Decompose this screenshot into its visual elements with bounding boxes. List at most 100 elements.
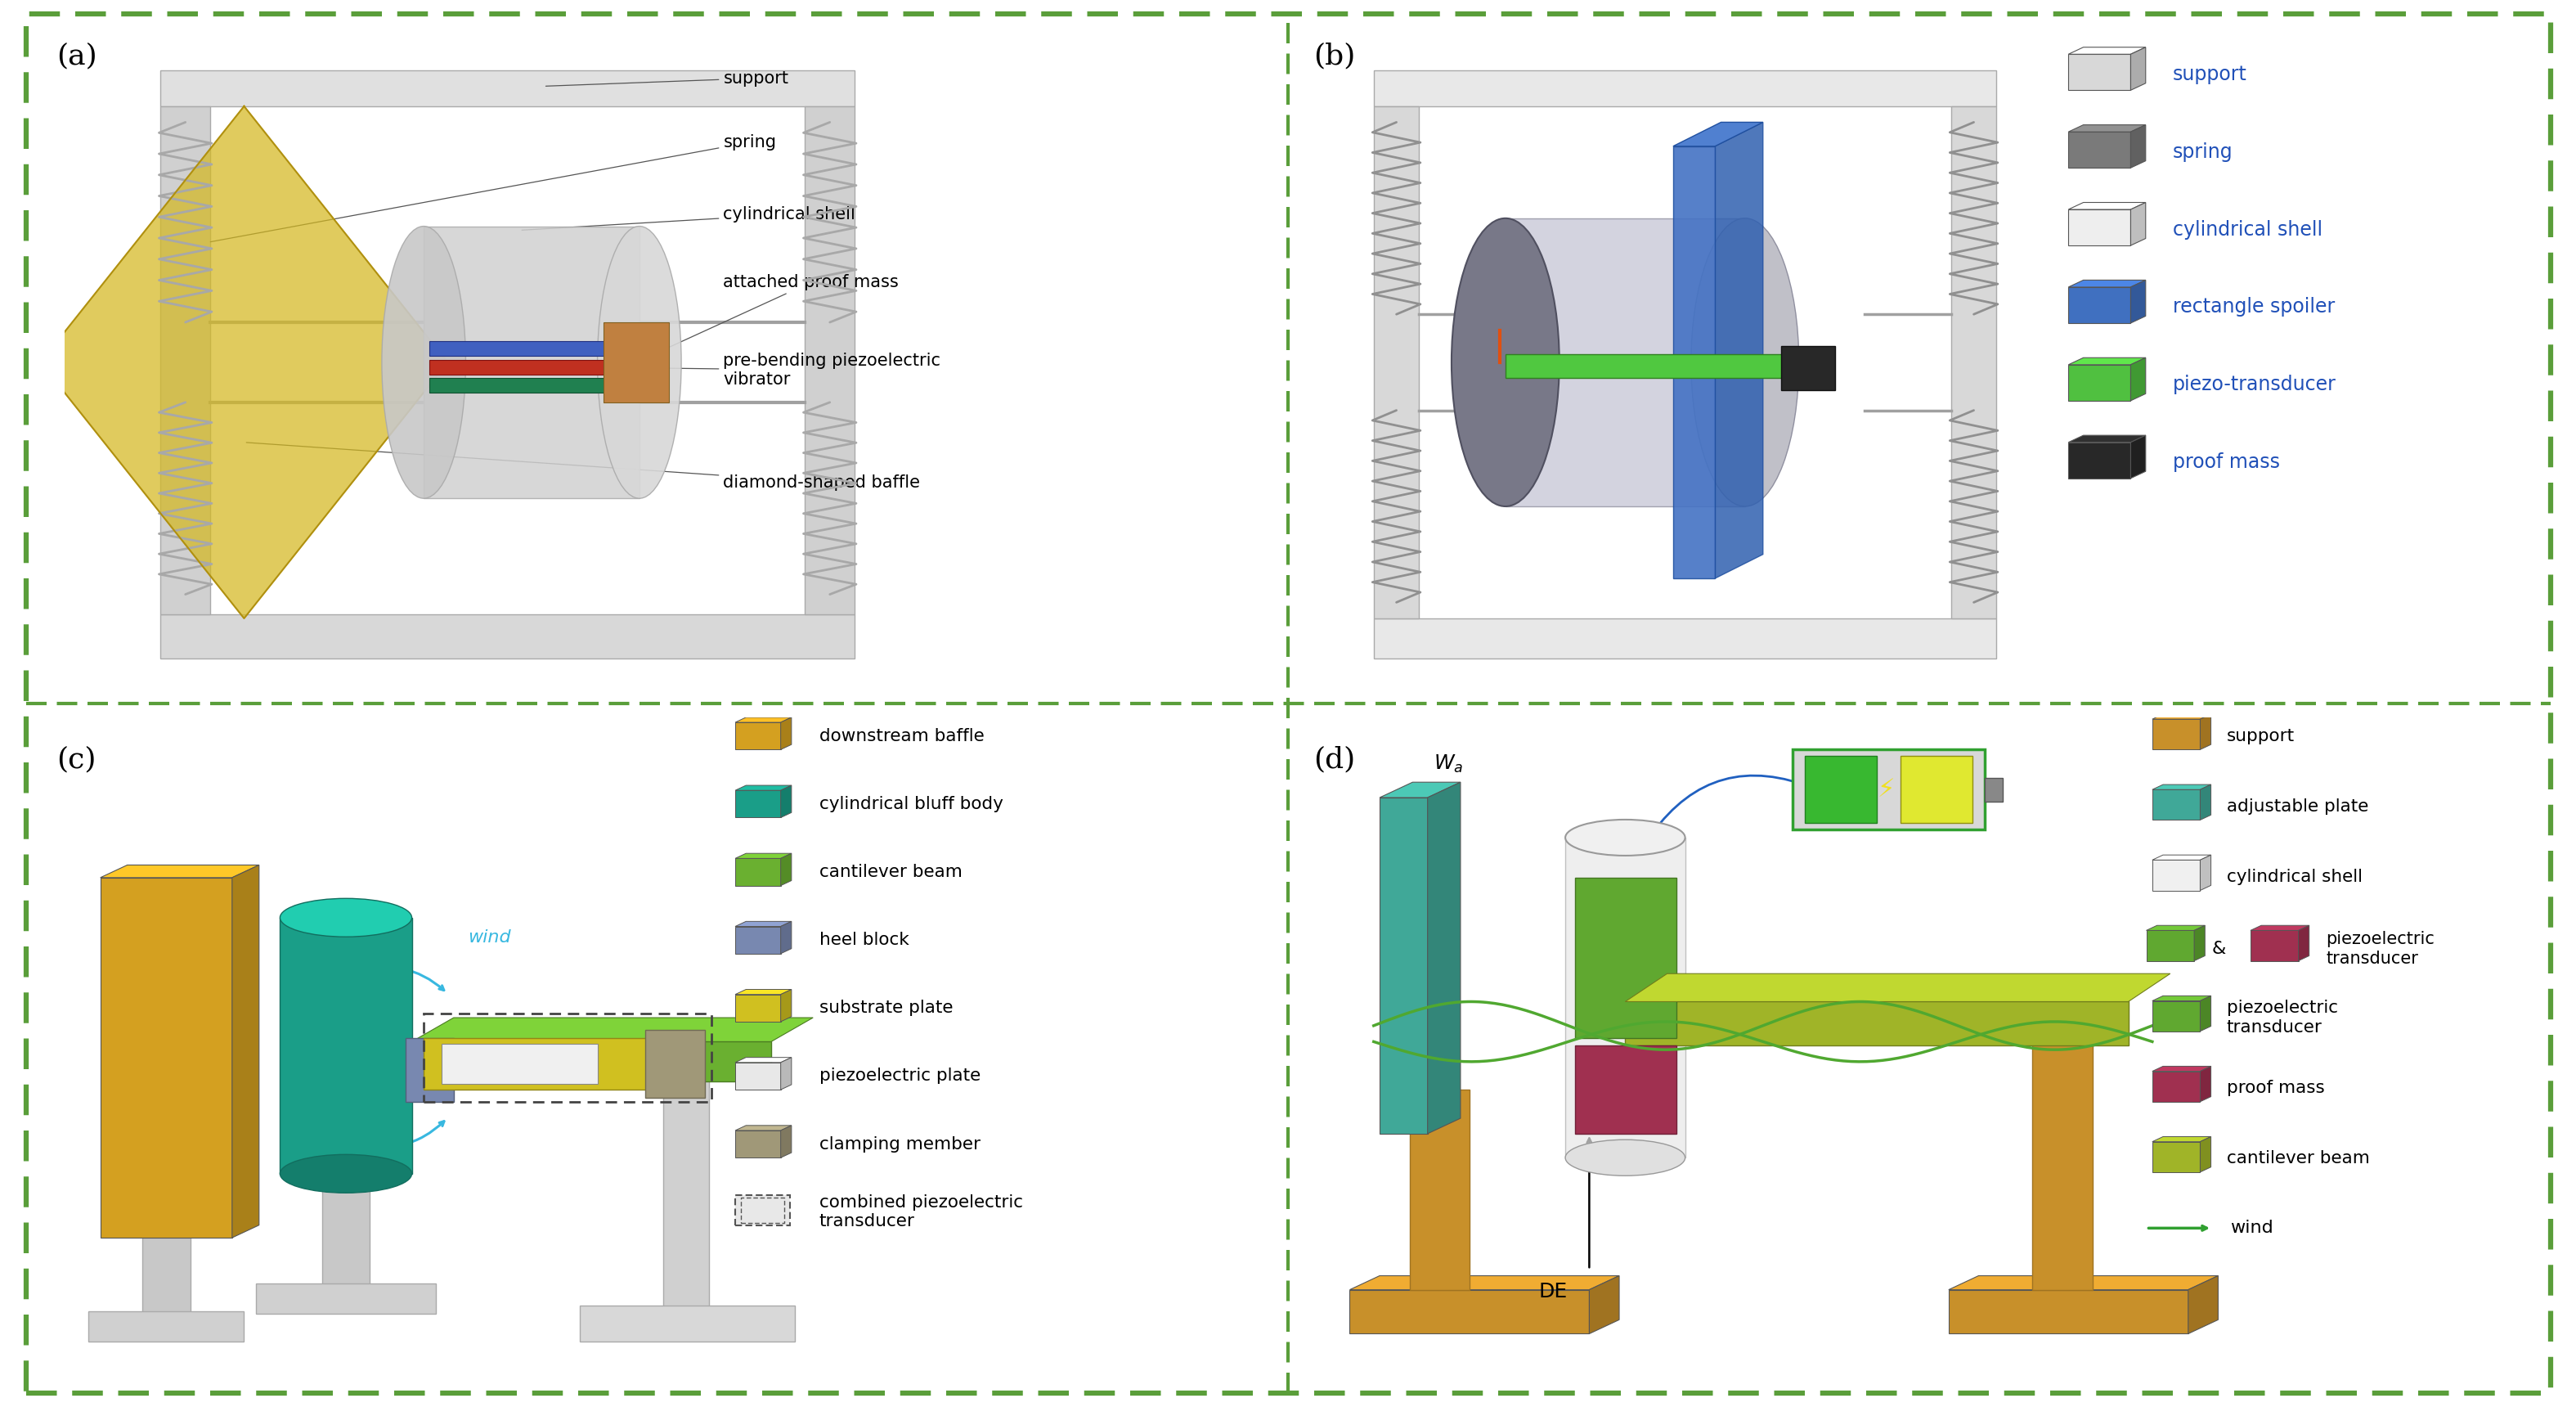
Text: ⚡: ⚡ [1878, 778, 1896, 802]
Polygon shape [781, 922, 791, 954]
Polygon shape [1589, 1276, 1620, 1334]
Bar [1901, 756, 1973, 823]
Ellipse shape [1450, 218, 1558, 507]
Polygon shape [2251, 926, 2308, 930]
Bar [440, 1044, 598, 1083]
Polygon shape [2200, 785, 2210, 820]
Polygon shape [781, 785, 791, 817]
Text: piezo-transducer: piezo-transducer [2172, 374, 2336, 394]
Text: cylindrical bluff body: cylindrical bluff body [819, 796, 1002, 812]
Polygon shape [1625, 974, 2169, 1002]
Polygon shape [1947, 1290, 2187, 1334]
Polygon shape [1350, 1276, 1620, 1290]
Bar [1409, 1089, 1468, 1290]
Polygon shape [2154, 1071, 2200, 1102]
Text: rectangle spoiler: rectangle spoiler [2172, 297, 2334, 317]
Polygon shape [734, 1130, 781, 1158]
Polygon shape [2130, 125, 2146, 167]
Text: DE: DE [1538, 1282, 1569, 1301]
Polygon shape [1674, 122, 1762, 146]
Polygon shape [734, 718, 791, 722]
Text: cylindrical shell: cylindrical shell [2172, 219, 2324, 239]
Bar [1674, 146, 1716, 578]
Polygon shape [2200, 1067, 2210, 1102]
Bar [804, 107, 855, 615]
Polygon shape [2154, 1137, 2210, 1141]
Polygon shape [2069, 357, 2146, 364]
Polygon shape [1350, 1290, 1589, 1334]
Bar [1625, 1002, 2128, 1045]
Polygon shape [734, 791, 781, 817]
Bar [1574, 878, 1677, 1038]
Text: clamping member: clamping member [819, 1135, 979, 1152]
Bar [412, 1041, 770, 1082]
Polygon shape [734, 854, 791, 858]
Bar [603, 322, 670, 402]
Polygon shape [2200, 715, 2210, 750]
Text: (a): (a) [57, 42, 98, 70]
Text: heel block: heel block [819, 931, 909, 948]
Bar [1566, 837, 1685, 1158]
Polygon shape [734, 922, 791, 926]
Polygon shape [2195, 926, 2205, 961]
Bar [734, 1196, 791, 1225]
Text: cantilever beam: cantilever beam [819, 864, 961, 881]
Bar [2032, 1006, 2092, 1290]
Text: wind: wind [2231, 1220, 2272, 1237]
Bar [430, 342, 634, 356]
Bar [425, 1038, 665, 1089]
Polygon shape [2200, 996, 2210, 1031]
Polygon shape [2069, 48, 2146, 55]
Polygon shape [2130, 48, 2146, 90]
Polygon shape [2130, 280, 2146, 324]
Bar [1780, 346, 1834, 390]
Bar [742, 1197, 783, 1223]
Polygon shape [100, 878, 232, 1238]
Polygon shape [2130, 435, 2146, 478]
Bar [322, 1173, 371, 1290]
Polygon shape [2130, 357, 2146, 401]
Polygon shape [2154, 785, 2210, 789]
Text: (c): (c) [57, 746, 95, 774]
Polygon shape [734, 1126, 791, 1130]
Text: cylindrical shell: cylindrical shell [523, 205, 855, 231]
Text: spring: spring [211, 134, 775, 242]
Polygon shape [232, 865, 260, 1238]
Bar [88, 1311, 245, 1342]
Bar [580, 1306, 796, 1342]
Polygon shape [2069, 435, 2146, 442]
Polygon shape [2069, 442, 2130, 478]
Text: $W_a$: $W_a$ [1432, 753, 1463, 775]
Polygon shape [2154, 1067, 2210, 1071]
Text: wind: wind [469, 930, 510, 946]
Polygon shape [734, 785, 791, 791]
Ellipse shape [281, 1155, 412, 1193]
Text: support: support [2226, 727, 2295, 744]
Text: spring: spring [2172, 142, 2233, 162]
Bar [407, 1038, 453, 1102]
Bar [430, 360, 634, 374]
Bar [425, 227, 639, 498]
Bar [1373, 619, 1996, 658]
Text: cylindrical shell: cylindrical shell [2226, 868, 2362, 885]
Text: pre-bending piezoelectric
vibrator: pre-bending piezoelectric vibrator [523, 353, 940, 388]
Polygon shape [2069, 210, 2130, 245]
Polygon shape [2146, 930, 2195, 961]
Bar [430, 378, 634, 393]
Bar [142, 1238, 191, 1330]
Polygon shape [2154, 855, 2210, 860]
Bar [1373, 70, 1996, 107]
Text: support: support [546, 70, 788, 86]
Polygon shape [734, 722, 781, 750]
Polygon shape [412, 1017, 814, 1041]
Text: combined piezoelectric
transducer: combined piezoelectric transducer [819, 1195, 1023, 1230]
Text: (b): (b) [1314, 42, 1355, 70]
Bar [1984, 778, 2002, 802]
Ellipse shape [1566, 820, 1685, 855]
Text: piezoelectric
transducer: piezoelectric transducer [2326, 931, 2434, 967]
Text: support: support [2172, 65, 2246, 84]
Polygon shape [781, 1058, 791, 1089]
Polygon shape [781, 854, 791, 885]
Bar [1793, 750, 1984, 830]
Polygon shape [734, 926, 781, 954]
